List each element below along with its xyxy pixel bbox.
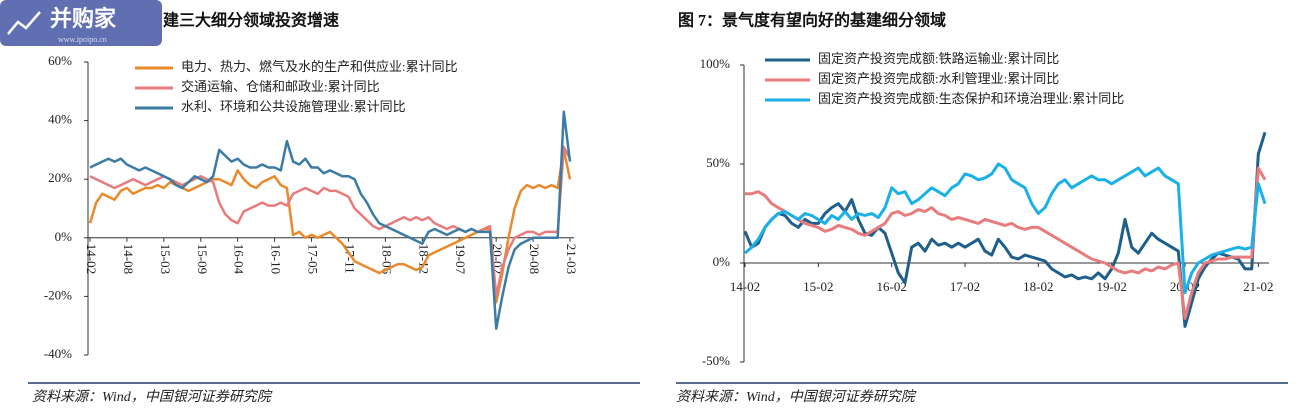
x-tick-label: 20-08: [527, 244, 542, 274]
x-tick-label: 19-07: [453, 244, 468, 275]
legend-label: 固定资产投资完成额:生态保护和环境治理业:累计同比: [818, 91, 1124, 106]
y-tick-label: 50%: [706, 155, 730, 170]
x-tick-label: 21-03: [564, 244, 579, 274]
y-tick-label: 20%: [48, 170, 72, 185]
logo-icon: [7, 11, 41, 35]
series-line: [745, 166, 1267, 320]
left-source: 资料来源：Wind，中国银河证券研究院: [32, 389, 273, 405]
y-tick-label: -40%: [44, 346, 72, 361]
y-tick-label: 60%: [48, 53, 72, 68]
y-tick-label: 0%: [713, 254, 731, 269]
x-tick-label: 14-08: [121, 244, 136, 274]
x-tick-label: 16-04: [232, 244, 247, 275]
x-tick-label: 17-05: [306, 244, 321, 274]
logo-box: [0, 0, 162, 46]
x-tick-label: 18-12: [416, 244, 431, 274]
legend-label: 固定资产投资完成额:铁路运输业:累计同比: [818, 51, 1059, 66]
legend-label: 水利、环境和公共设施管理业:累计同比: [181, 99, 406, 114]
legend-label: 交通运输、仓储和邮政业:累计同比: [181, 79, 380, 94]
x-tick-label: 15-02: [803, 279, 833, 294]
y-tick-label: -50%: [702, 353, 730, 368]
x-tick-label: 14-02: [730, 279, 760, 294]
x-tick-label: 17-02: [950, 279, 980, 294]
left-title: 建三大细分领域投资增速: [163, 11, 339, 30]
x-tick-label: 19-02: [1096, 279, 1126, 294]
series-line: [89, 110, 572, 330]
x-tick-label: 16-02: [876, 279, 906, 294]
legend-label: 固定资产投资完成额:水利管理业:累计同比: [818, 71, 1059, 86]
series-line: [743, 131, 1267, 328]
x-tick-label: 14-02: [84, 244, 99, 274]
right-source: 资料来源：Wind，中国银河证券研究院: [676, 389, 917, 405]
y-tick-label: 100%: [700, 56, 731, 71]
series-line: [744, 162, 1267, 295]
x-tick-label: 16-10: [269, 244, 284, 274]
logo-name: 并购家: [50, 6, 117, 32]
logo-url: www.ipoipo.cn: [58, 35, 107, 44]
y-tick-label: 40%: [48, 112, 72, 127]
x-tick-label: 15-03: [158, 244, 173, 274]
x-tick-label: 18-02: [1023, 279, 1053, 294]
legend-label: 电力、热力、燃气及水的生产和供应业:累计同比: [181, 59, 458, 74]
x-tick-label: 15-09: [195, 244, 210, 274]
right-title: 图 7：景气度有望向好的基建细分领域: [678, 11, 946, 30]
x-tick-label: 21-02: [1243, 279, 1273, 294]
y-tick-label: -20%: [44, 287, 72, 302]
logo: 并购家 www.ipoipo.cn: [0, 0, 162, 46]
y-tick-label: 0%: [55, 229, 73, 244]
